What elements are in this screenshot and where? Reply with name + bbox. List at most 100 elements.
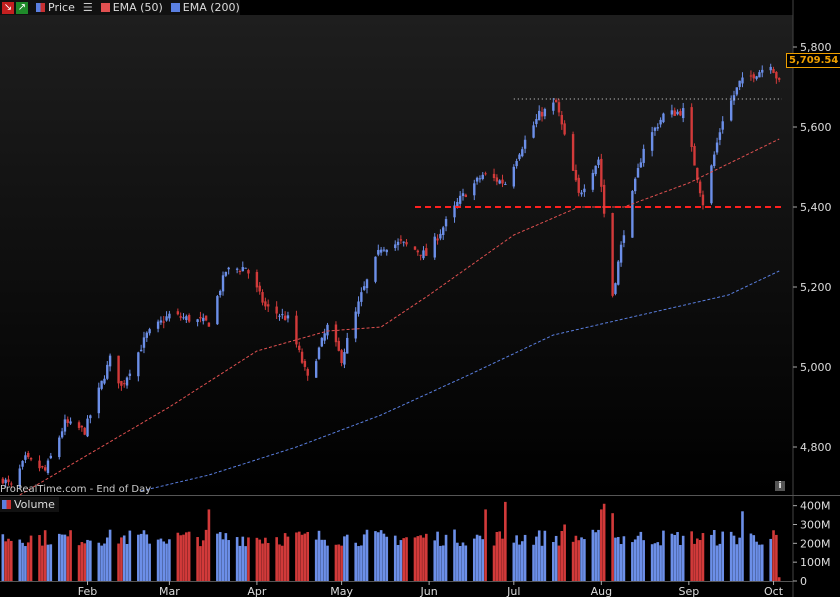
volume-bar (639, 531, 643, 581)
volume-bar (264, 537, 267, 581)
volume-bar (472, 538, 476, 581)
candle-body (396, 241, 400, 246)
expand-icon[interactable]: ↗ (16, 1, 28, 14)
volume-bar (108, 529, 112, 581)
volume-bar (495, 531, 499, 581)
candle-body (574, 169, 578, 181)
volume-bar (77, 545, 81, 581)
volume-bar (741, 511, 744, 581)
volume-y-tick-label: 0 (800, 575, 807, 588)
y-tick-label: 5,000 (800, 361, 832, 374)
candle-body (633, 178, 637, 192)
volume-bar (227, 540, 230, 581)
volume-y-tick-label: 200M (800, 537, 831, 550)
candle-body (261, 292, 264, 303)
candle-body (120, 380, 123, 386)
volume-bar (244, 546, 247, 581)
volume-bar (199, 546, 202, 581)
menu-icon[interactable]: ☰ (82, 1, 93, 14)
volume-bar (512, 542, 516, 581)
ema200-label[interactable]: EMA (200) (182, 1, 240, 14)
volume-bar (650, 544, 654, 581)
candle-body (416, 250, 420, 253)
volume-bar (571, 541, 575, 581)
volume-bar (532, 544, 535, 581)
candle-body (594, 165, 597, 175)
volume-bar (385, 536, 389, 581)
candle-body (721, 121, 724, 130)
volume-bar (340, 545, 343, 581)
y-tick-label: 5,800 (800, 41, 832, 54)
candle-body (258, 285, 261, 292)
candle-body (80, 425, 84, 428)
volume-bar (261, 543, 264, 581)
volume-bar (441, 545, 445, 581)
candle-body (580, 192, 583, 195)
volume-bar (57, 533, 61, 581)
candle-body (196, 319, 199, 323)
candle-body (693, 146, 696, 166)
volume-bar (18, 539, 22, 581)
volume-bar (396, 545, 400, 581)
info-icon[interactable]: i (775, 481, 785, 491)
volume-bar (357, 546, 360, 581)
candle-body (498, 180, 501, 184)
candle-body (413, 246, 417, 250)
candle-body (458, 195, 462, 204)
volume-bar (46, 544, 50, 581)
candle-body (10, 483, 13, 485)
volume-bar (580, 537, 583, 581)
volume-bar (755, 541, 758, 581)
volume-bar (66, 536, 70, 581)
candle-body (442, 227, 445, 236)
candle-body (128, 373, 132, 376)
candle-body (7, 479, 10, 483)
volume-bar (63, 534, 67, 581)
volume-bar (365, 529, 369, 581)
candle-body (563, 123, 566, 135)
volume-bar (137, 534, 140, 581)
volume-bar (424, 533, 428, 581)
candle-body (27, 452, 30, 458)
candle-body (597, 159, 600, 165)
candle-body (235, 268, 239, 270)
candle-body (552, 102, 555, 111)
candle-body (43, 467, 47, 471)
candle-body (523, 139, 527, 149)
watermark-text: ProRealTime.com - End of Day (0, 484, 152, 495)
candle-body (179, 316, 182, 318)
volume-bar (266, 543, 270, 581)
candle-body (227, 267, 230, 270)
candle-body (97, 387, 101, 414)
volume-bar (611, 513, 614, 581)
price-label[interactable]: Price (48, 1, 75, 14)
volume-y-tick-label: 400M (800, 500, 831, 513)
volume-bar (616, 537, 620, 581)
volume-bar (360, 545, 363, 581)
volume-bar (422, 537, 425, 581)
last-price-tag: 5,709.54 (786, 53, 840, 68)
volume-bar (41, 545, 44, 581)
candle-body (63, 419, 67, 432)
volume-bar (374, 531, 377, 581)
volume-bar (464, 545, 468, 581)
ema50-label[interactable]: EMA (50) (112, 1, 163, 14)
x-tick-label: Feb (78, 585, 97, 597)
volume-bar (622, 536, 626, 581)
candle-body (1, 478, 5, 484)
volume-bar (182, 534, 185, 581)
volume-bar (405, 537, 408, 581)
collapse-icon[interactable]: ↘ (2, 1, 14, 14)
volume-bar (382, 533, 386, 581)
volume-series (1, 501, 781, 581)
candle-body (622, 235, 626, 243)
candle-body (266, 304, 270, 307)
x-tick-label: Oct (764, 585, 784, 597)
volume-bar (303, 533, 307, 581)
volume-label[interactable]: Volume (14, 498, 55, 511)
volume-bar (187, 531, 191, 581)
volume-bar (1, 534, 5, 581)
volume-bar (602, 503, 606, 581)
volume-bar (196, 537, 199, 581)
